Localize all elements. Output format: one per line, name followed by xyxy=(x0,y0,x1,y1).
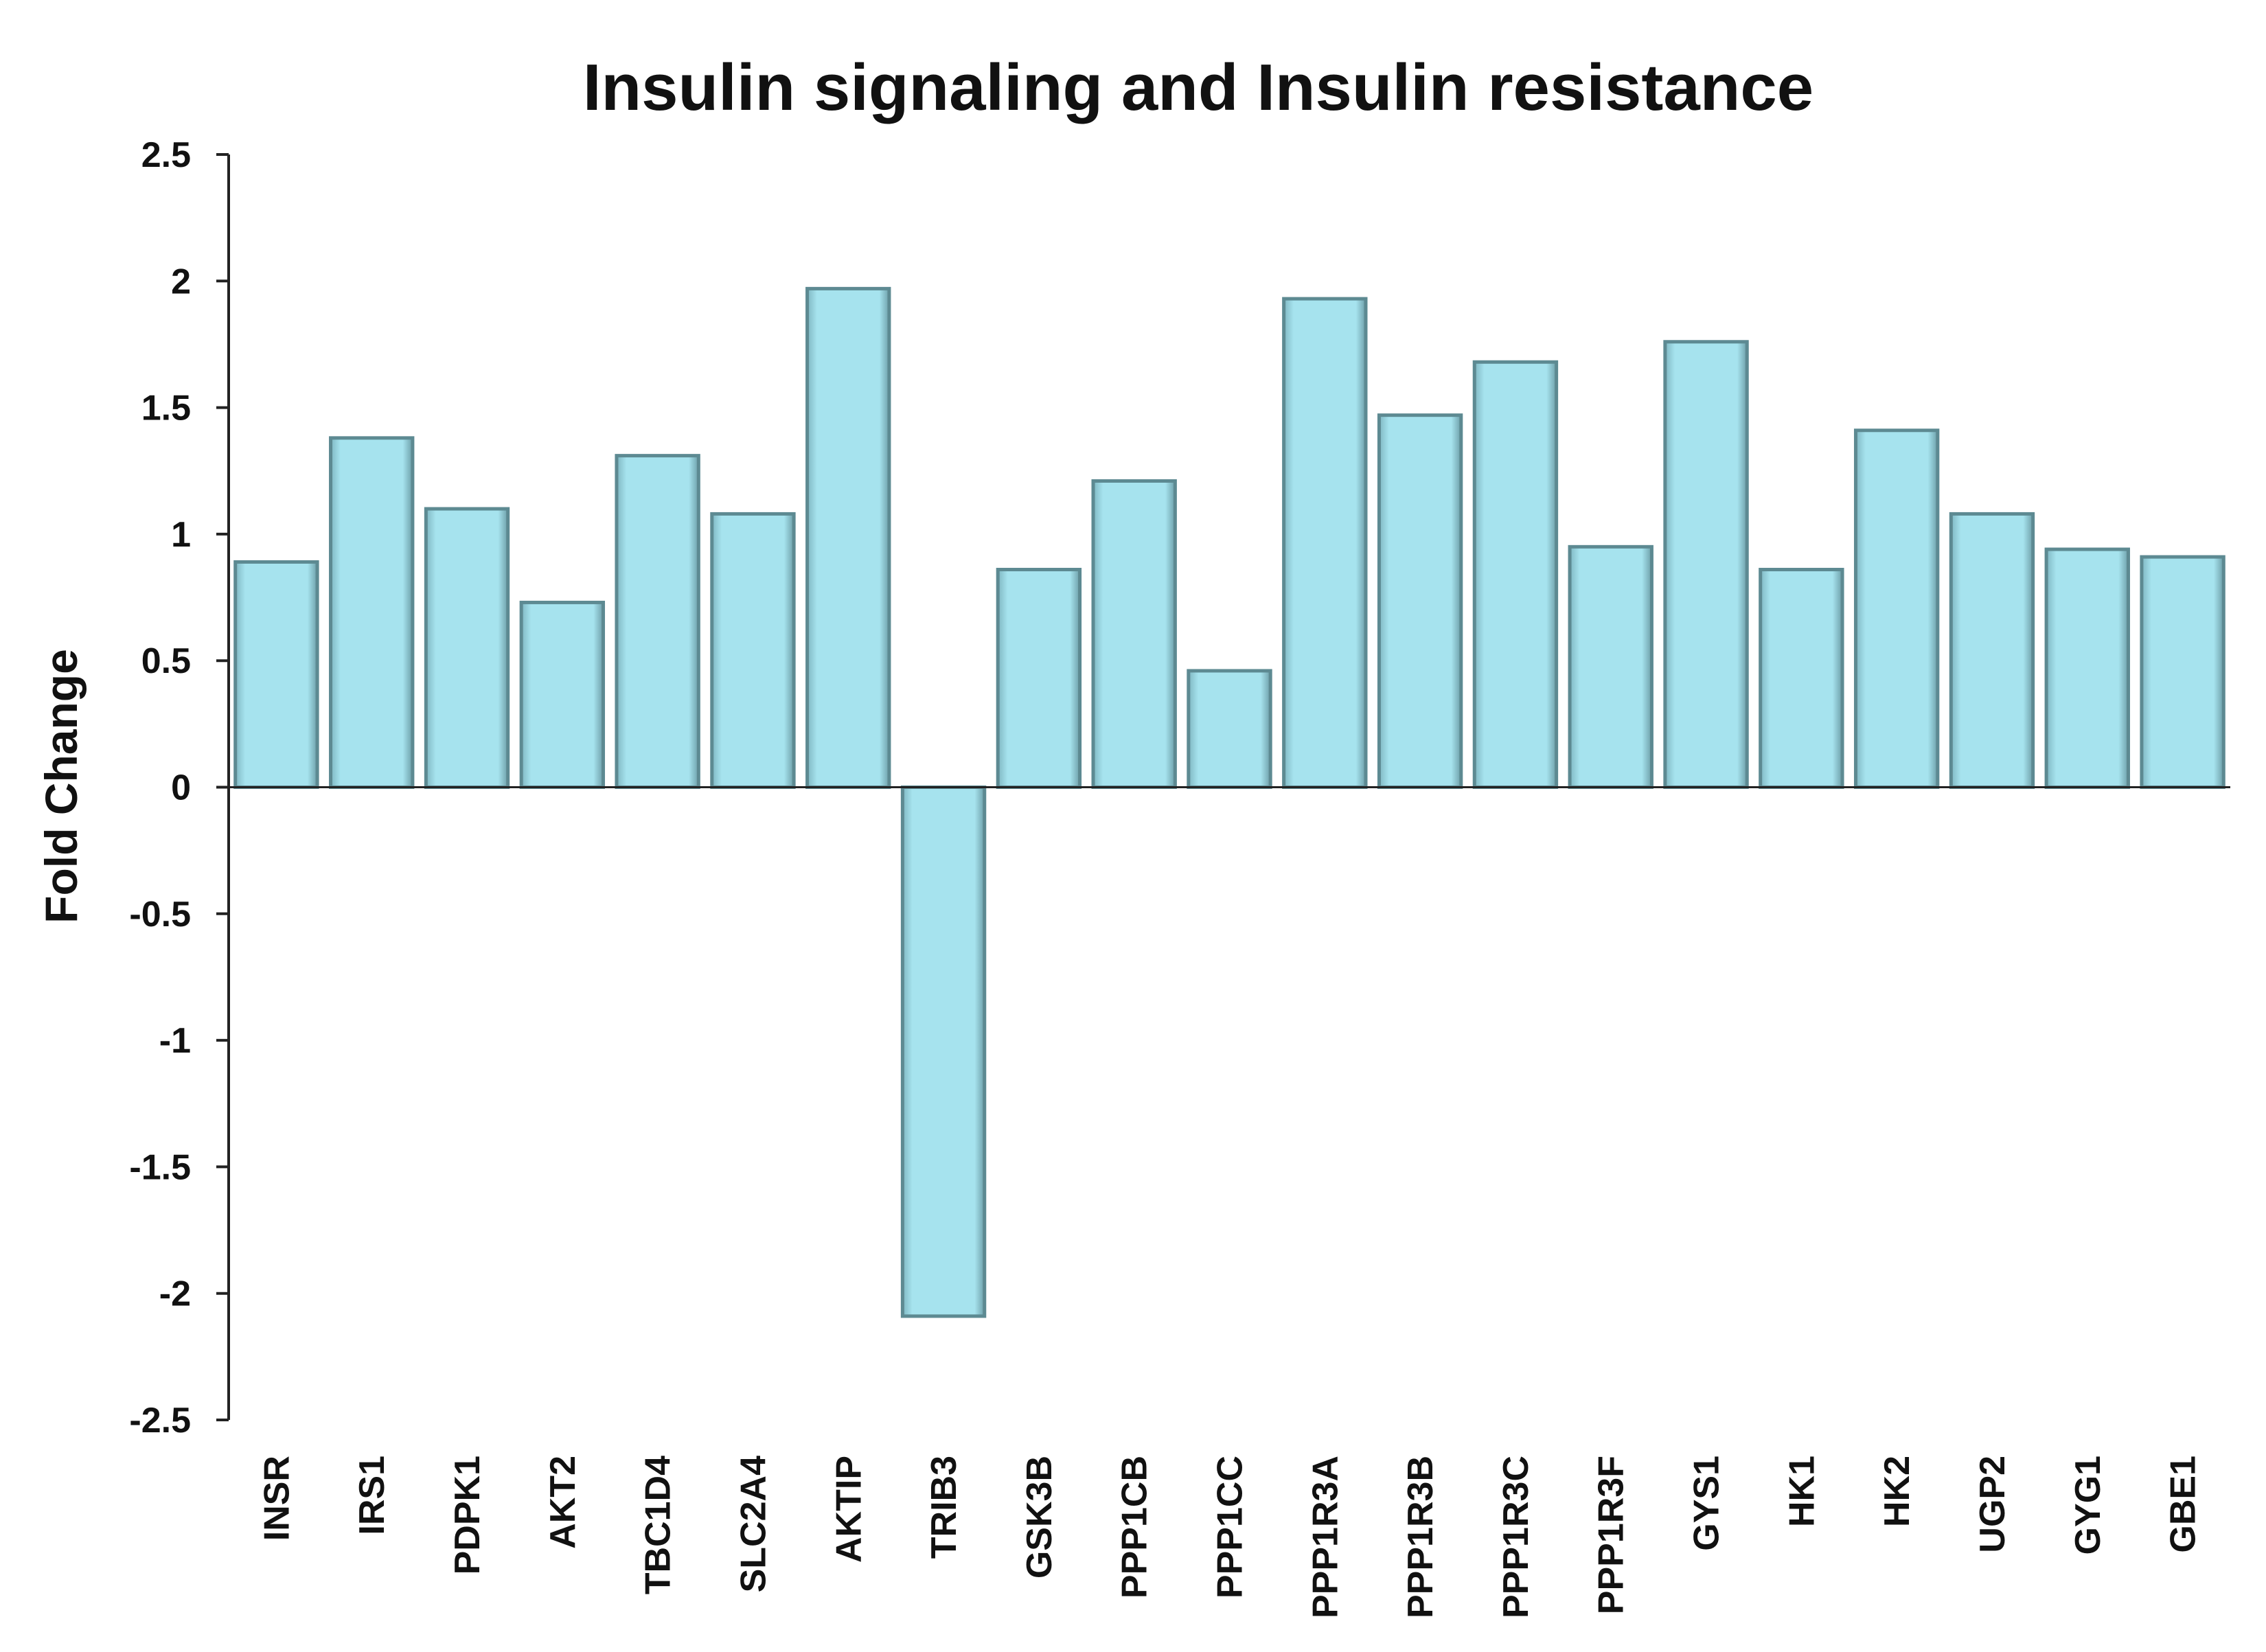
x-category-label: PPP1R3C xyxy=(1496,1456,1536,1618)
x-category-label: PPP1CC xyxy=(1211,1456,1250,1598)
x-category-label: PPP1R3A xyxy=(1305,1456,1345,1618)
y-tick-label: 2.5 xyxy=(141,135,191,175)
y-tick-label: -0.5 xyxy=(129,895,191,934)
x-category-label: GSK3B xyxy=(1020,1456,1060,1579)
bar-ppp1r3a xyxy=(1282,297,1368,789)
x-category-label: HK2 xyxy=(1877,1456,1917,1527)
x-category-label: PPP1R3B xyxy=(1401,1456,1441,1618)
bar-gbe1 xyxy=(2140,555,2225,789)
y-tick-label: 1 xyxy=(171,515,191,555)
bar-gsk3b xyxy=(996,568,1082,790)
chart-title: Insulin signaling and Insulin resistance xyxy=(583,51,1813,124)
x-category-label: PPP1CB xyxy=(1115,1456,1155,1598)
x-category-label: GBE1 xyxy=(2164,1456,2204,1553)
x-category-label: TBC1D4 xyxy=(639,1456,678,1594)
bar-pdpk1 xyxy=(424,507,510,789)
bar-ugp2 xyxy=(1949,512,2035,789)
y-tick-label: 0 xyxy=(171,768,191,808)
y-axis-ticks: 2.5 2 1.5 1 0.5 0 -0.5 -1 -1.5 -2 -2.5 xyxy=(129,135,229,1441)
x-category-label: IRS1 xyxy=(352,1456,392,1535)
bar-akt2 xyxy=(519,600,606,789)
x-category-label: GYG1 xyxy=(2068,1456,2108,1555)
x-category-label: AKT2 xyxy=(543,1456,583,1549)
y-tick-label: -1 xyxy=(159,1021,191,1061)
bar-gyg1 xyxy=(2044,547,2130,789)
y-tick-label: 1.5 xyxy=(141,389,191,428)
bar-hk2 xyxy=(1853,428,1940,789)
y-tick-label: 2 xyxy=(171,262,191,301)
bar-ppp1cc xyxy=(1187,669,1272,789)
x-category-label: UGP2 xyxy=(1973,1456,2013,1553)
x-category-label: INSR xyxy=(257,1456,297,1541)
bar-slc2a4 xyxy=(710,512,796,789)
bar-aktip xyxy=(805,286,891,790)
y-tick-label: 0.5 xyxy=(141,641,191,681)
bar-irs1 xyxy=(329,436,415,789)
bar-tbc1d4 xyxy=(615,454,700,789)
bar-ppp1cb xyxy=(1091,479,1177,790)
bar-gys1 xyxy=(1663,340,1749,790)
x-category-label: PDPK1 xyxy=(448,1456,488,1574)
bar-ppp1r3b xyxy=(1377,413,1463,789)
y-tick-label: -2 xyxy=(159,1274,191,1314)
bar-trib3 xyxy=(900,785,987,1318)
x-category-label: TRIB3 xyxy=(924,1456,964,1559)
bar-insr xyxy=(233,560,319,789)
bar-ppp1r3f xyxy=(1568,544,1653,790)
y-tick-label: -2.5 xyxy=(129,1401,191,1441)
x-category-label: AKTIP xyxy=(829,1456,869,1563)
x-category-label: SLC2A4 xyxy=(733,1456,773,1592)
bars xyxy=(233,286,2225,1318)
y-axis-label: Fold Change xyxy=(36,649,87,923)
bar-ppp1r3c xyxy=(1472,360,1559,789)
y-tick-label: -1.5 xyxy=(129,1147,191,1187)
x-axis-labels: INSR IRS1 PDPK1 AKT2 TBC1D4 SLC2A4 AKTIP TRIB3 G… xyxy=(257,1456,2203,1618)
x-category-label: HK1 xyxy=(1782,1456,1822,1527)
x-category-label: PPP1R3F xyxy=(1592,1456,1632,1614)
x-category-label: GYS1 xyxy=(1687,1456,1727,1551)
bar-hk1 xyxy=(1759,568,1844,790)
